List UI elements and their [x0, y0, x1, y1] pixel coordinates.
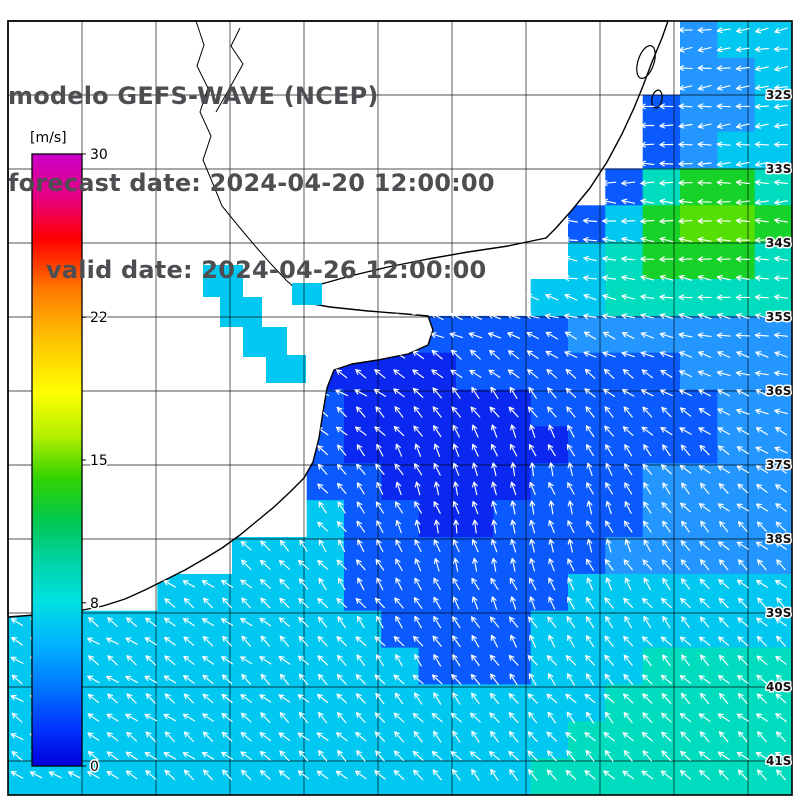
latitude-labels: 32S 33S 34S 35S 36S 37S 38S 39S 40S 41S [765, 87, 793, 770]
river-line [195, 20, 299, 292]
lat-label: 34S [766, 236, 791, 250]
lat-label: 38S [766, 532, 791, 546]
model-title: modelo GEFS-WAVE (NCEP) [8, 82, 379, 110]
lat-label: 39S [766, 606, 791, 620]
lat-label: 33S [766, 162, 791, 176]
colorbar-unit-label: [m/s] [30, 130, 67, 146]
forecast-date: forecast date: 2024-04-20 12:00:00 [8, 169, 495, 197]
colorbar-gradient [31, 153, 83, 767]
lat-label: 32S [766, 88, 791, 102]
map-frame [7, 20, 793, 796]
land-coastline [7, 20, 669, 618]
lat-label: 41S [766, 754, 791, 768]
valid-date: valid date: 2024-04-26 12:00:00 [46, 256, 487, 284]
colorbar-tick-label: 15 [90, 453, 108, 469]
lat-label: 36S [766, 384, 791, 398]
colorbar-tick-label: 22 [90, 310, 108, 326]
river-line [215, 27, 244, 113]
colorbar-tick-label: 0 [90, 759, 99, 775]
colorbar: [m/s] 30 22 15 8 0 [30, 130, 109, 777]
wind-arrow-paths [10, 27, 789, 781]
coastal-lagoon [636, 45, 656, 79]
plot-title-block: modelo GEFS-WAVE (NCEP) forecast date: 2… [8, 24, 495, 343]
wind-arrows [10, 27, 789, 781]
coastal-lagoon [651, 89, 663, 109]
colorbar-tick-label: 30 [90, 147, 108, 163]
lat-label: 35S [766, 310, 791, 324]
lat-label: 40S [766, 680, 791, 694]
colorbar-tick-label: 8 [90, 596, 99, 612]
estuary-cells [203, 265, 322, 383]
lat-label: 37S [766, 458, 791, 472]
